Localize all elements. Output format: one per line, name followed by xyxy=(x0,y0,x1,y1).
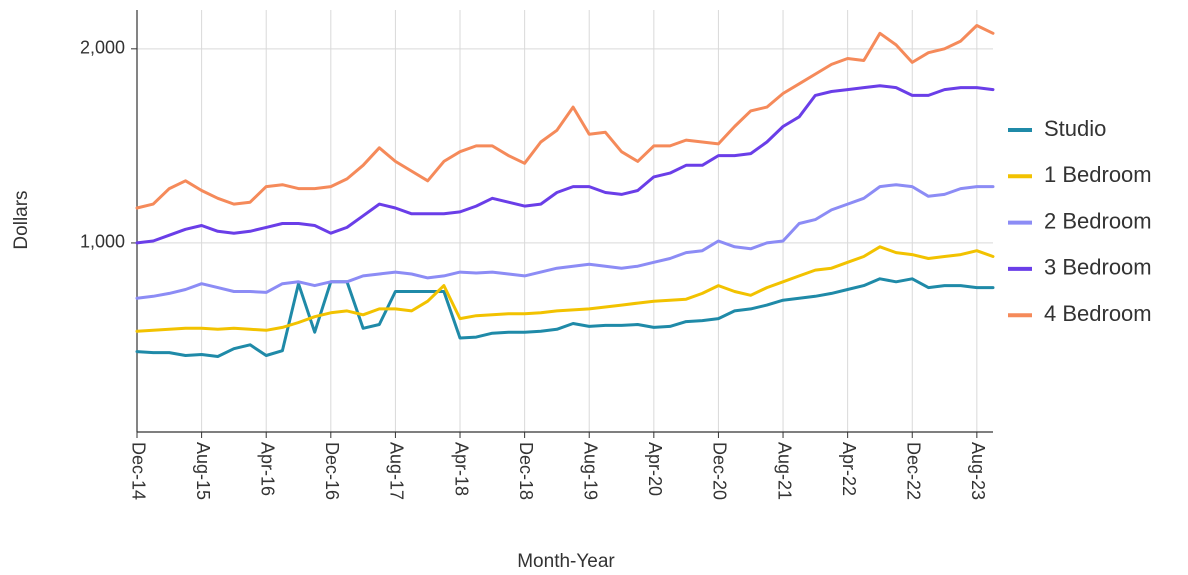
y-tick-label: 1,000 xyxy=(80,232,125,252)
x-tick-label: Dec-14 xyxy=(128,442,148,500)
series-line xyxy=(135,277,995,358)
legend-label: 1 Bedroom xyxy=(1044,162,1152,187)
legend-label: 2 Bedroom xyxy=(1044,208,1152,233)
x-tick-label: Aug-15 xyxy=(193,442,213,500)
x-tick-label: Dec-22 xyxy=(903,442,923,500)
x-tick-label: Dec-16 xyxy=(322,442,342,500)
series-line xyxy=(135,183,995,300)
x-tick-label: Aug-23 xyxy=(968,442,988,500)
legend-label: Studio xyxy=(1044,116,1106,141)
x-tick-label: Dec-20 xyxy=(710,442,730,500)
legend-label: 3 Bedroom xyxy=(1044,255,1152,280)
x-tick-label: Aug-21 xyxy=(774,442,794,500)
series-line xyxy=(135,84,995,245)
x-tick-label: Apr-22 xyxy=(839,442,859,496)
series-line xyxy=(135,24,995,210)
y-axis-title: Dollars xyxy=(11,190,32,249)
x-tick-label: Aug-17 xyxy=(387,442,407,500)
x-tick-label: Apr-16 xyxy=(257,442,277,496)
x-tick-label: Apr-20 xyxy=(645,442,665,496)
x-tick-label: Dec-18 xyxy=(516,442,536,500)
x-tick-label: Apr-18 xyxy=(451,442,471,496)
y-tick-label: 2,000 xyxy=(80,38,125,58)
x-tick-label: Aug-19 xyxy=(580,442,600,500)
x-axis-title: Month-Year xyxy=(517,551,615,572)
legend-label: 4 Bedroom xyxy=(1044,301,1152,326)
series-line xyxy=(135,245,995,333)
